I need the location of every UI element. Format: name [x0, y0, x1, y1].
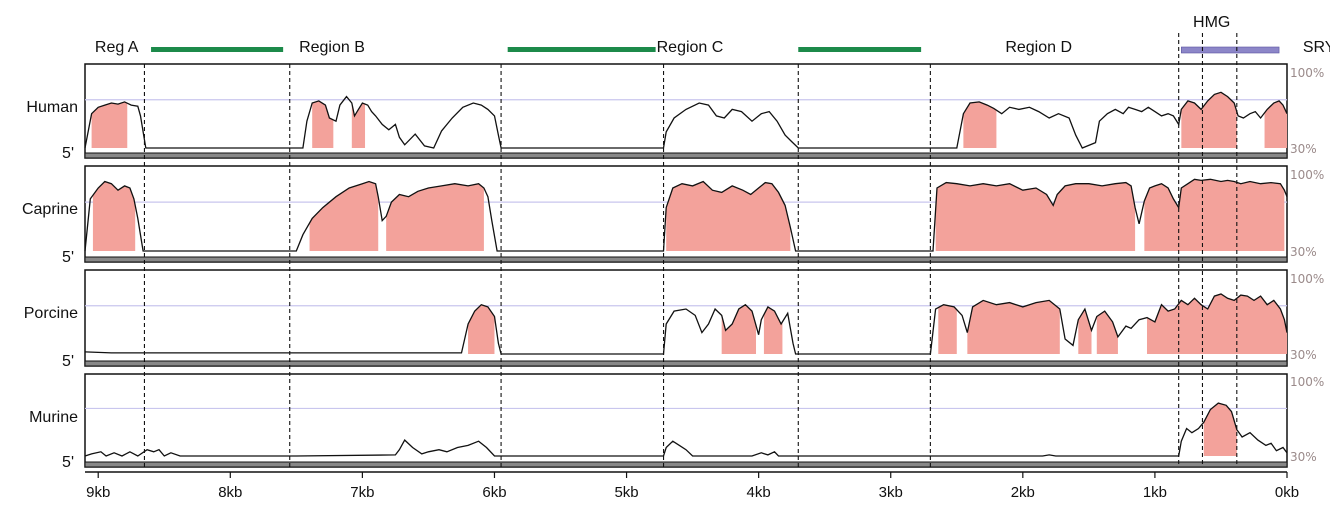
- region-label: Region D: [1005, 39, 1072, 56]
- conserved-region: [721, 304, 757, 354]
- identity-curve: [84, 293, 1288, 355]
- five-prime-label: 5': [62, 454, 74, 471]
- conserved-region: [1264, 100, 1287, 148]
- conserved-region: [938, 304, 957, 354]
- identity-curve: [84, 91, 1288, 149]
- track-frame: [84, 63, 1288, 159]
- region-label: SRY: [1303, 39, 1330, 56]
- y-tick-label: 100%: [1290, 375, 1324, 389]
- x-tick-label: 9kb: [86, 484, 110, 501]
- five-prime-label: 5': [62, 145, 74, 162]
- identity-curve: [84, 402, 1288, 457]
- five-prime-label: 5': [62, 353, 74, 370]
- y-tick-label: 30%: [1290, 450, 1317, 464]
- conserved-region: [91, 101, 128, 148]
- five-prime-label: 5': [62, 249, 74, 266]
- conserved-region: [1096, 311, 1118, 354]
- y-tick-label: 30%: [1290, 348, 1317, 362]
- region-bar: [151, 47, 284, 52]
- region-label: HMG: [1193, 14, 1230, 31]
- x-tick-label: 3kb: [879, 484, 903, 501]
- track-human: Human 5' 100% 30%: [26, 63, 1324, 162]
- conserved-region: [967, 300, 1060, 354]
- x-tick-label: 8kb: [218, 484, 242, 501]
- region-bar: [507, 47, 656, 52]
- region-label: Region C: [657, 39, 724, 56]
- baseline-bar: [84, 152, 1288, 159]
- conserved-region: [386, 183, 484, 251]
- conserved-region: [963, 101, 997, 148]
- conserved-region: [935, 182, 1136, 251]
- baseline-bar: [84, 360, 1288, 367]
- track-caprine: Caprine 5' 100% 30%: [22, 165, 1324, 266]
- x-tick-label: 6kb: [482, 484, 506, 501]
- conserved-region: [666, 181, 791, 251]
- track-name: Caprine: [22, 201, 78, 218]
- track-name: Human: [26, 99, 78, 116]
- conserved-region: [1203, 403, 1237, 456]
- region-label: Region B: [299, 39, 365, 56]
- track-frame: [84, 373, 1288, 468]
- x-tick-label: 1kb: [1143, 484, 1167, 501]
- x-tick-label: 2kb: [1011, 484, 1035, 501]
- conserved-region: [92, 181, 136, 251]
- x-tick-label: 4kb: [747, 484, 771, 501]
- baseline-bar: [84, 256, 1288, 263]
- conserved-region: [309, 181, 379, 251]
- identity-curve: [84, 178, 1288, 252]
- region-bar: [798, 47, 922, 52]
- y-tick-label: 100%: [1290, 168, 1324, 182]
- conserved-region: [1181, 92, 1237, 148]
- track-porcine: Porcine 5' 100% 30%: [24, 269, 1324, 370]
- y-tick-label: 30%: [1290, 142, 1317, 156]
- x-tick-label: 7kb: [350, 484, 374, 501]
- conserved-region: [1144, 179, 1285, 251]
- track-name: Murine: [29, 409, 78, 426]
- track-name: Porcine: [24, 305, 78, 322]
- baseline-bar: [84, 461, 1288, 468]
- conserved-region: [468, 304, 495, 354]
- y-tick-label: 30%: [1290, 245, 1317, 259]
- conserved-region: [351, 103, 366, 148]
- track-murine: Murine 5' 100% 30%: [29, 373, 1324, 471]
- conserved-region: [1146, 294, 1287, 354]
- conserved-region: [312, 100, 334, 148]
- y-tick-label: 100%: [1290, 66, 1324, 80]
- y-tick-label: 100%: [1290, 272, 1324, 286]
- region-label: Reg A: [95, 39, 139, 56]
- x-tick-label: 5kb: [614, 484, 638, 501]
- x-tick-label: 0kb: [1275, 484, 1299, 501]
- sry-bar: [1181, 46, 1280, 54]
